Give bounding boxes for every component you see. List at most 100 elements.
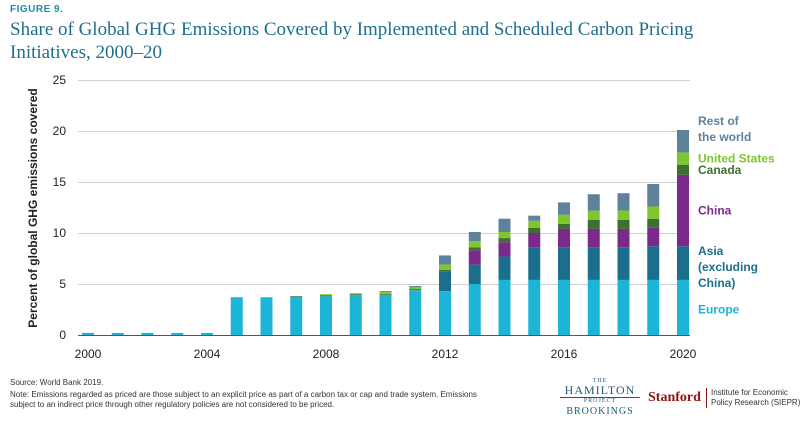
hamilton-project-logo: THE HAMILTON PROJECT BROOKINGS [560, 378, 640, 417]
bar-segment [647, 246, 660, 280]
bar-segment [409, 289, 422, 291]
bars [82, 129, 689, 335]
siepr-logo: Institute for Economic Policy Research (… [706, 388, 800, 408]
bar-segment [439, 255, 451, 265]
bar-segment [558, 214, 570, 224]
bar-segment [617, 247, 630, 280]
bar-segment [82, 332, 94, 335]
bar-segment [468, 250, 481, 265]
bar-segment [439, 271, 451, 292]
bar-segment [617, 193, 630, 211]
bar-segment [260, 297, 273, 335]
bar-segment [647, 279, 660, 335]
bar-segment [617, 279, 630, 335]
y-tick-label: 25 [53, 73, 67, 87]
bar-segment [409, 287, 422, 290]
bar-segment [439, 264, 451, 270]
y-tick-label: 20 [53, 124, 67, 138]
bar-segment [647, 184, 660, 207]
bar-segment [141, 332, 154, 335]
x-tick-label: 2004 [194, 347, 221, 361]
x-tick-label: 2016 [551, 347, 578, 361]
y-tick-label: 10 [53, 226, 67, 240]
hamilton-the: THE [592, 378, 608, 384]
bar-segment [409, 286, 422, 288]
bar-segment [587, 279, 600, 335]
bar-segment [290, 297, 303, 335]
bar-segment [647, 227, 660, 247]
bar-segment [171, 332, 184, 335]
hamilton-name: HAMILTON [560, 384, 640, 398]
bar-segment [677, 174, 689, 247]
bar-segment [379, 291, 392, 293]
bar-segment [498, 218, 511, 232]
bar-segment [528, 227, 541, 233]
bar-segment [677, 246, 689, 280]
source-text: Source: World Bank 2019. [10, 378, 104, 387]
legend-label: United States [698, 152, 775, 166]
bar-segment [290, 296, 303, 298]
bar-segment [498, 231, 511, 239]
y-axis-label: Percent of global GHG emissions covered [26, 88, 40, 327]
x-tick-label: 2012 [432, 347, 459, 361]
bar-segment [528, 215, 541, 221]
bar-segment [349, 294, 362, 296]
hamilton-project: PROJECT [583, 398, 617, 404]
bar-segment [677, 164, 689, 175]
bar-segment [528, 279, 541, 335]
bar-segment [528, 247, 541, 280]
bar-segment [468, 284, 481, 335]
bar-segment [409, 290, 422, 335]
bar-segment [647, 206, 660, 219]
bar-segment [587, 228, 600, 248]
bar-segment [320, 294, 332, 296]
bar-segment [379, 294, 392, 296]
bar-segment [528, 220, 541, 228]
bar-segment [587, 247, 600, 280]
bar-segment [379, 292, 392, 295]
x-tick-labels: 2000 2004 2008 2012 2016 2020 [75, 347, 697, 361]
bar-segment [677, 152, 689, 165]
bar-segment [111, 332, 124, 335]
legend-label: Asia (excluding China) [698, 244, 758, 290]
bar-segment [617, 228, 630, 248]
bar-segment [379, 295, 392, 335]
stanford-logo: Stanford [648, 390, 701, 405]
y-tick-labels: 0 5 10 15 20 25 [53, 73, 67, 342]
bar-segment [201, 332, 213, 335]
bar-segment [320, 296, 332, 335]
x-tick-label: 2020 [670, 347, 697, 361]
y-tick-label: 5 [59, 277, 66, 291]
bar-segment [617, 219, 630, 229]
bar-segment [230, 297, 243, 335]
bar-segment [349, 295, 362, 335]
bar-segment [498, 238, 511, 243]
bar-segment [439, 291, 451, 335]
chart-title: Share of Global GHG Emissions Covered by… [10, 19, 694, 63]
bar-segment [677, 129, 689, 153]
bar-segment [528, 233, 541, 248]
legend-label: China [698, 204, 732, 218]
bar-segment [677, 279, 689, 335]
y-tick-label: 15 [53, 175, 67, 189]
x-tick-label: 2008 [313, 347, 340, 361]
bar-segment [558, 279, 570, 335]
bar-segment [498, 256, 511, 280]
bar-segment [349, 293, 362, 295]
legend-label: Rest of the world [698, 114, 751, 144]
y-tick-label: 0 [59, 328, 66, 342]
bar-segment [468, 264, 481, 284]
bar-segment [320, 295, 332, 297]
legend-label: Europe [698, 302, 740, 316]
bar-segment [558, 228, 570, 248]
bar-segment [468, 241, 481, 248]
figure-label: FIGURE 9. [10, 4, 64, 15]
bar-segment [647, 218, 660, 228]
legend-label: Canada [698, 163, 742, 177]
bar-segment [587, 219, 600, 229]
bar-segment [498, 242, 511, 257]
bar-segment [468, 247, 481, 251]
bar-segment [468, 231, 481, 242]
bar-segment [498, 279, 511, 335]
